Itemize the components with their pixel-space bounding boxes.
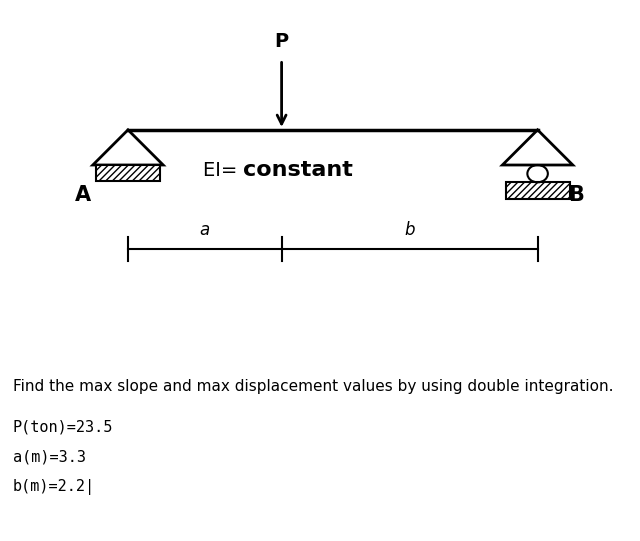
Text: P(ton)=23.5: P(ton)=23.5 xyxy=(13,420,113,435)
Text: Find the max slope and max displacement values by using double integration.: Find the max slope and max displacement … xyxy=(13,379,613,394)
Bar xyxy=(506,182,570,199)
Text: P: P xyxy=(275,32,289,51)
Text: B: B xyxy=(568,185,584,204)
Text: constant: constant xyxy=(243,161,353,180)
Text: EI=: EI= xyxy=(203,161,243,180)
Text: A: A xyxy=(75,185,92,204)
Text: b(m)=2.2|: b(m)=2.2| xyxy=(13,479,95,495)
Bar xyxy=(96,165,160,181)
Text: a: a xyxy=(200,221,210,239)
Text: a(m)=3.3: a(m)=3.3 xyxy=(13,450,86,465)
Text: b: b xyxy=(404,221,415,239)
